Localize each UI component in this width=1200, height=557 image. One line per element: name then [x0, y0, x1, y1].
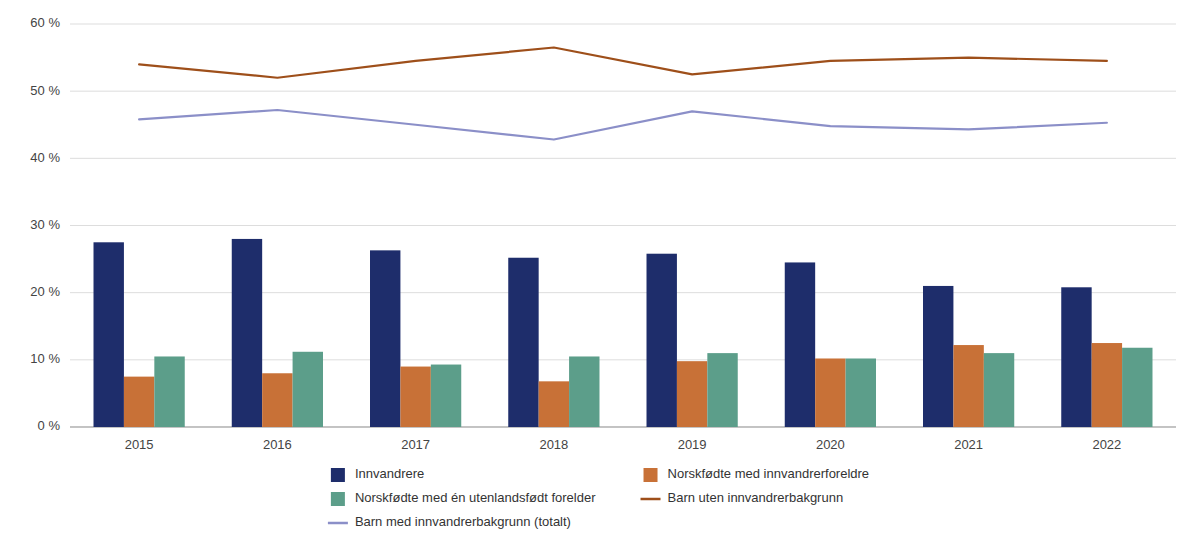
legend-swatch: [331, 492, 345, 506]
bar: [94, 242, 124, 427]
bar: [1092, 343, 1122, 427]
legend-label: Norskfødte med innvandrerforeldre: [668, 466, 870, 481]
x-tick-label: 2022: [1092, 437, 1121, 452]
bar: [232, 239, 262, 427]
legend-label: Barn med innvandrerbakgrunn (totalt): [355, 514, 571, 529]
bar: [846, 358, 876, 427]
chart-container: 0 %10 %20 %30 %40 %50 %60 %2015201620172…: [0, 0, 1200, 557]
bar: [293, 352, 323, 427]
bar: [154, 356, 184, 427]
bar: [1122, 348, 1152, 427]
legend-swatch: [644, 468, 658, 482]
plot-area: [94, 48, 1153, 427]
legend-item: Barn med innvandrerbakgrunn (totalt): [328, 514, 571, 529]
grid-line: [70, 158, 1176, 159]
legend-item: Barn uten innvandrerbakgrunn: [641, 490, 844, 505]
x-tick-label: 2017: [401, 437, 430, 452]
y-tick-label: 50 %: [30, 83, 60, 98]
bar: [431, 365, 461, 427]
bar-series: [154, 348, 1152, 427]
x-tick-label: 2020: [816, 437, 845, 452]
legend-swatch: [641, 498, 661, 501]
legend-item: Innvandrere: [331, 466, 424, 482]
y-tick-label: 0 %: [38, 418, 61, 433]
grid-line: [70, 91, 1176, 92]
y-tick-label: 40 %: [30, 150, 60, 165]
bar: [984, 353, 1014, 427]
grid-line: [70, 225, 1176, 226]
legend-item: Norskfødte med innvandrerforeldre: [644, 466, 870, 482]
x-tick-label: 2021: [954, 437, 983, 452]
grid: [70, 24, 1176, 427]
legend-label: Norskfødte med én utenlandsfødt forelder: [355, 490, 596, 505]
bar: [815, 358, 845, 427]
legend-item: Norskfødte med én utenlandsfødt forelder: [331, 490, 596, 506]
legend-label: Barn uten innvandrerbakgrunn: [668, 490, 844, 505]
bar: [923, 286, 953, 427]
legend-swatch: [331, 468, 345, 482]
bar: [370, 250, 400, 427]
y-tick-label: 30 %: [30, 217, 60, 232]
line: [139, 48, 1107, 78]
x-tick-label: 2015: [125, 437, 154, 452]
legend-label: Innvandrere: [355, 466, 424, 481]
x-tick-label: 2018: [539, 437, 568, 452]
bar: [677, 361, 707, 427]
bar: [400, 367, 430, 427]
y-tick-label: 20 %: [30, 284, 60, 299]
bar: [647, 254, 677, 427]
bar: [785, 262, 815, 427]
bar: [569, 356, 599, 427]
bar: [539, 381, 569, 427]
y-axis: 0 % 10 % 20 % 30 % 40 % 50 % 60 %: [30, 15, 60, 433]
bar: [124, 377, 154, 427]
bar: [707, 353, 737, 427]
y-tick-label: 60 %: [30, 15, 60, 30]
x-tick-label: 2016: [263, 437, 292, 452]
bar-series: [94, 239, 1092, 427]
x-axis: 2015 2016 2017 2018 2019 2020 2021 2022: [125, 437, 1122, 452]
line: [139, 110, 1107, 140]
x-tick-label: 2019: [678, 437, 707, 452]
bar: [508, 258, 538, 427]
legend: Innvandrere Norskfødte med innvandrerfore…: [328, 466, 869, 529]
bar: [1061, 287, 1091, 427]
grid-line: [70, 24, 1176, 25]
y-tick-label: 10 %: [30, 351, 60, 366]
bar: [262, 373, 292, 427]
chart-svg: 0 %10 %20 %30 %40 %50 %60 %2015201620172…: [0, 0, 1200, 557]
bar-series: [124, 343, 1122, 427]
legend-swatch: [328, 522, 348, 525]
bar: [953, 345, 983, 427]
